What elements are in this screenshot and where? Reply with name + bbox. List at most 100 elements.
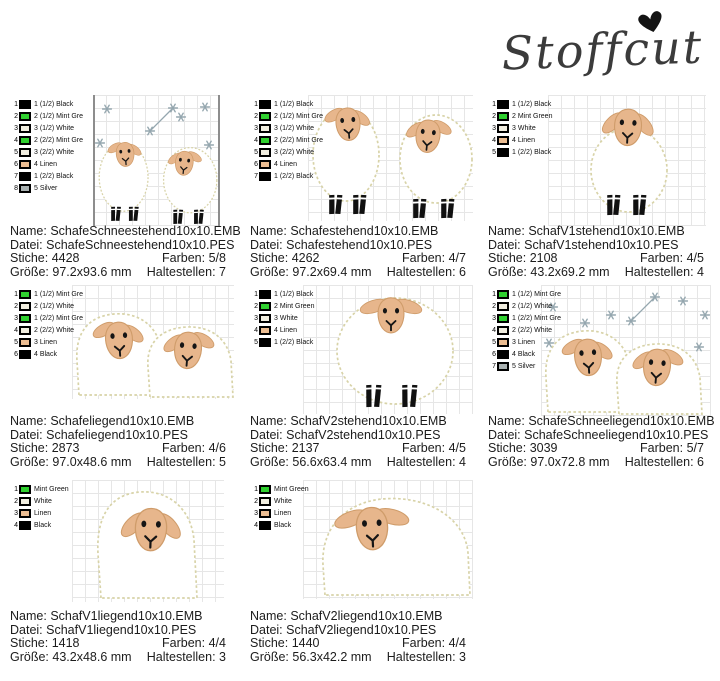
stitch-count: Stiche: 1418 [10, 636, 80, 650]
color-swatch [497, 135, 509, 145]
thread-color-label: White [274, 497, 292, 505]
design-info: Name: SchafeSchneestehend10x10.EMB Datei… [10, 224, 241, 279]
design-name: Name: Schafeliegend10x10.EMB [10, 414, 195, 428]
thread-color-row: 4 4 Linen [252, 324, 314, 336]
thread-sequence-number: 1 [14, 485, 18, 493]
thread-color-label: 4 Linen [512, 136, 535, 144]
color-swatch [497, 301, 509, 311]
color-swatch [19, 325, 31, 335]
stitch-count: Stiche: 2137 [250, 441, 320, 455]
thread-sequence-number: 2 [492, 302, 496, 310]
color-swatch [19, 171, 31, 181]
thread-color-label: White [34, 497, 52, 505]
color-swatch [259, 520, 271, 530]
color-swatch [19, 484, 31, 494]
thread-color-row: 6 4 Black [12, 348, 83, 360]
thread-color-label: 1 (2/2) Black [512, 148, 552, 156]
thread-color-row: 8 5 Silver [12, 182, 83, 194]
thread-color-row: 2 2 Mint Green [490, 110, 552, 122]
thread-color-label: 3 Linen [34, 338, 57, 346]
color-swatch [259, 159, 271, 169]
stitch-preview [93, 95, 220, 226]
thread-sequence-number: 4 [254, 326, 258, 334]
design-size: Größe: 43.2x48.6 mm [10, 649, 132, 664]
design-name: Name: SchafV1stehend10x10.EMB [488, 224, 685, 238]
thread-color-label: 1 (1/2) Mint Gre [34, 290, 84, 298]
thread-color-label: 3 (2/2) White [274, 148, 315, 156]
thread-color-row: 1 Mint Green [12, 483, 69, 495]
thread-sequence-number: 5 [492, 338, 496, 346]
thread-color-label: Mint Green [274, 485, 309, 493]
stop-count: Haltestellen: 4 [386, 454, 466, 469]
thread-sequence-number: 4 [254, 521, 258, 529]
thread-color-label: 4 Linen [274, 326, 297, 334]
thread-color-row: 4 Black [12, 519, 69, 531]
design-size: Größe: 97.2x93.6 mm [10, 264, 132, 279]
thread-sequence-number: 3 [14, 314, 18, 322]
color-swatch [259, 99, 271, 109]
stitch-preview [72, 285, 234, 399]
thread-sequence-number: 2 [492, 112, 496, 120]
sheep-embroidery-drawing [94, 102, 218, 224]
thread-sequence-number: 1 [14, 290, 18, 298]
color-count: Farben: 4/4 [162, 636, 226, 650]
thread-sequence-number: 2 [254, 112, 258, 120]
thread-color-row: 3 Linen [12, 507, 69, 519]
thread-sequence-number: 2 [14, 302, 18, 310]
color-count: Farben: 4/4 [402, 636, 466, 650]
thread-color-row: 3 3 (1/2) White [252, 122, 323, 134]
thread-legend: 1 Mint Green 2 White 3 Linen 4 Black [252, 483, 309, 531]
thread-sequence-number: 3 [492, 124, 496, 132]
design-size: Größe: 56.3x42.2 mm [250, 649, 372, 664]
design-file: Datei: SchafV1liegend10x10.PES [10, 622, 197, 637]
thread-color-label: 5 Silver [34, 184, 58, 192]
thread-sequence-number: 7 [492, 362, 496, 370]
design-size: Größe: 97.0x72.8 mm [488, 454, 610, 469]
design-size: Größe: 56.6x63.4 mm [250, 454, 372, 469]
stitch-preview [308, 95, 473, 221]
color-swatch [497, 99, 509, 109]
design-info: Name: SchafV1stehend10x10.EMB Datei: Sch… [488, 224, 704, 279]
color-swatch [19, 99, 31, 109]
design-card: 1 Mint Green 2 White 3 Linen 4 Black Name: Scha… [8, 480, 240, 668]
color-swatch [259, 147, 271, 157]
color-swatch [259, 171, 271, 181]
thread-sequence-number: 2 [254, 497, 258, 505]
thread-color-row: 1 1 (1/2) Mint Gre [12, 288, 83, 300]
thread-color-label: 4 Linen [34, 160, 57, 168]
thread-sequence-number: 4 [14, 521, 18, 529]
design-file: Datei: Schafeliegend10x10.PES [10, 427, 188, 442]
thread-color-row: 1 1 (1/2) Black [252, 98, 323, 110]
thread-sequence-number: 1 [492, 290, 496, 298]
hoop-boundary-left [93, 95, 95, 226]
thread-sequence-number: 3 [254, 509, 258, 517]
thread-sequence-number: 7 [14, 172, 18, 180]
thread-color-row: 5 3 (2/2) White [12, 146, 83, 158]
color-count: Farben: 5/7 [640, 441, 704, 455]
design-file: Datei: SchafeSchneestehend10x10.PES [10, 237, 235, 252]
color-swatch [19, 123, 31, 133]
design-name: Name: SchafV2liegend10x10.EMB [250, 609, 443, 623]
design-file: Datei: Schafestehend10x10.PES [250, 237, 433, 252]
design-name: Name: SchafeSchneestehend10x10.EMB [10, 224, 241, 238]
thread-color-row: 1 1 (1/2) Black [252, 288, 314, 300]
color-swatch [497, 289, 509, 299]
sheep-embroidery-drawing [97, 491, 198, 599]
thread-color-label: 1 (1/2) Black [512, 100, 552, 108]
stop-count: Haltestellen: 4 [624, 264, 704, 279]
thread-sequence-number: 1 [254, 485, 258, 493]
thread-sequence-number: 6 [14, 160, 18, 168]
color-swatch [259, 508, 271, 518]
thread-color-row: 1 Mint Green [252, 483, 309, 495]
thread-legend: 1 1 (1/2) Mint Gre 2 2 (1/2) White 3 1 (2/2) … [490, 288, 561, 372]
design-card: 1 1 (1/2) Mint Gre 2 2 (1/2) White 3 1 (2/2) … [486, 285, 718, 473]
thread-color-row: 3 1 (2/2) Mint Gre [490, 312, 561, 324]
thread-color-label: 2 (1/2) White [512, 302, 553, 310]
design-card: 1 1 (1/2) Black 2 2 (1/2) Mint Gre 3 3 (1/2) … [8, 95, 241, 283]
thread-color-label: Mint Green [34, 485, 69, 493]
thread-sequence-number: 3 [14, 509, 18, 517]
thread-sequence-number: 8 [14, 184, 18, 192]
stitch-preview [303, 285, 473, 414]
color-swatch [259, 289, 271, 299]
thread-sequence-number: 5 [14, 148, 18, 156]
